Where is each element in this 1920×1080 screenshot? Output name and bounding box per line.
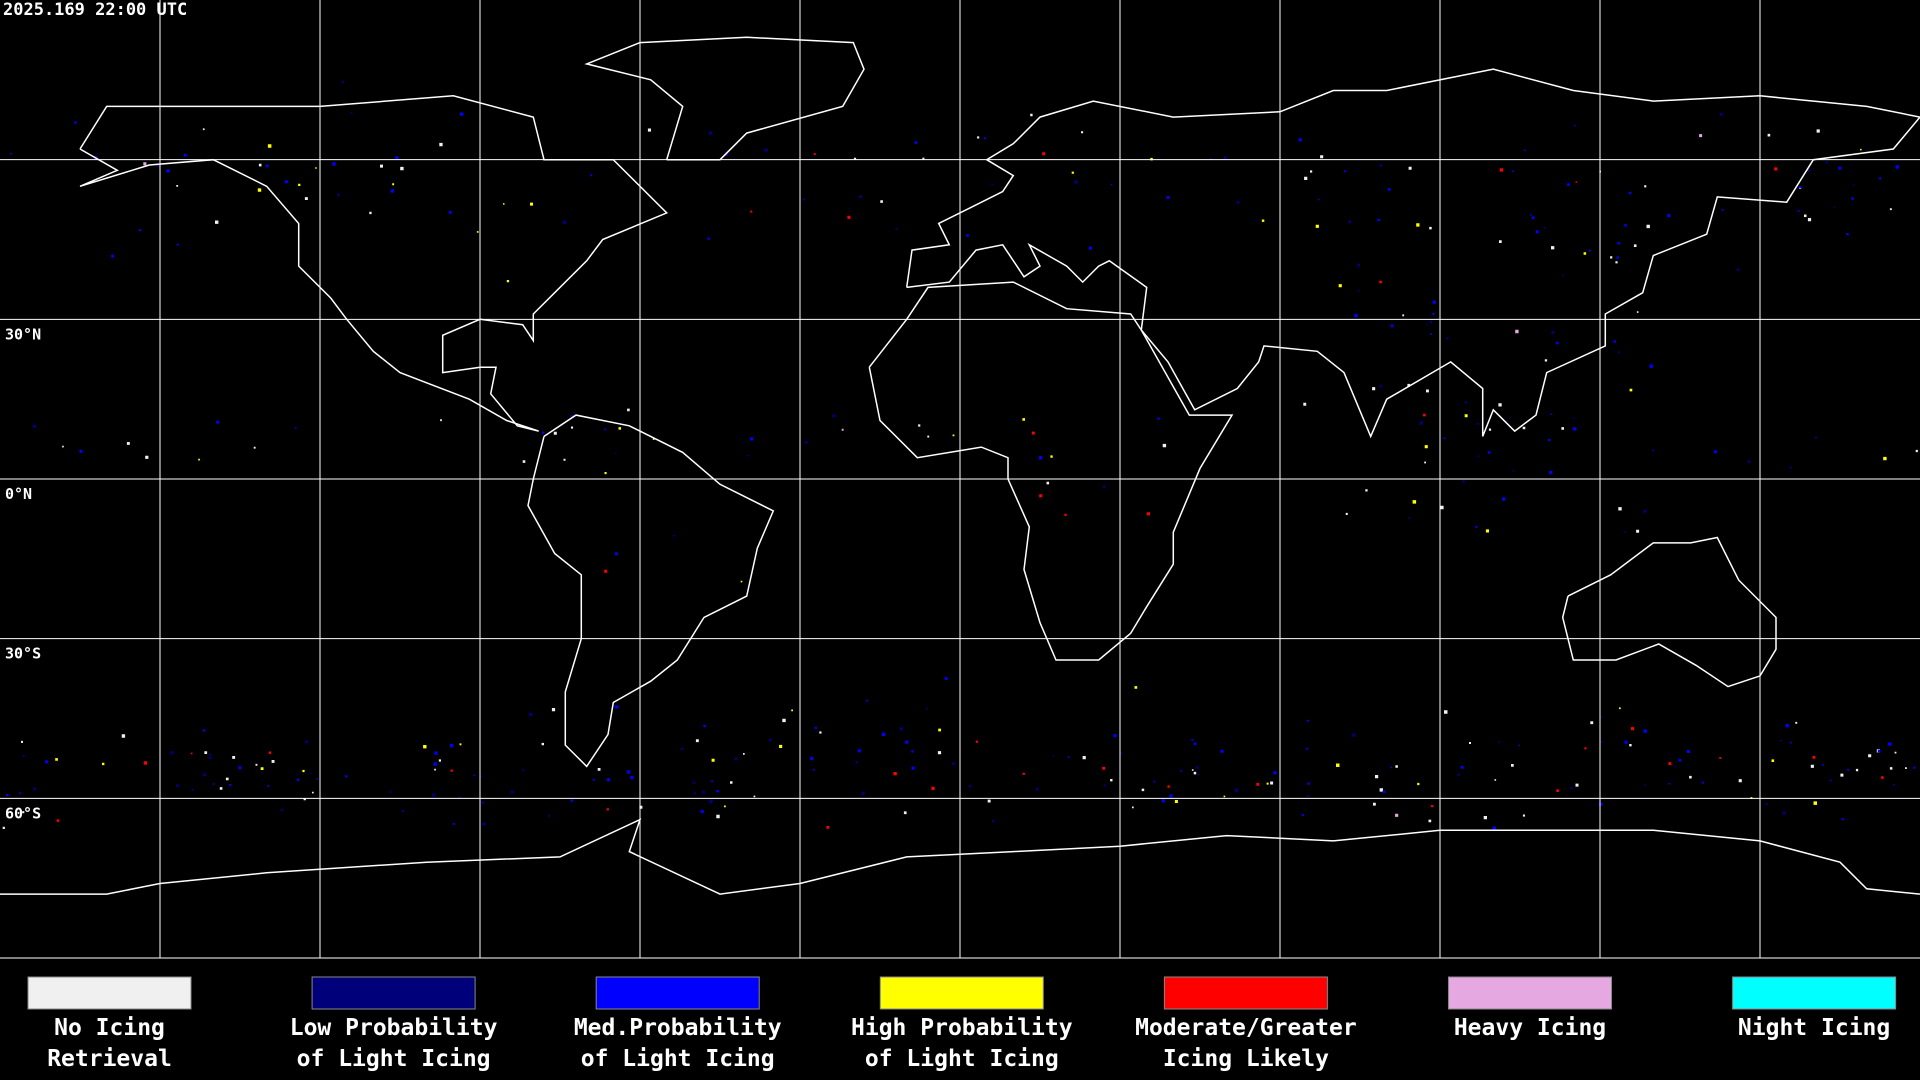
legend-label: of Light Icing	[297, 1046, 491, 1072]
legend: No Icing Retrieval Low Probability of Light…	[27, 976, 1897, 1072]
legend-label: Low Probability	[290, 1015, 498, 1041]
legend-label: No Icing	[54, 1015, 165, 1041]
coastline	[527, 414, 775, 768]
timestamp: 2025.169 22:00 UTC	[3, 0, 187, 20]
legend-swatch	[311, 976, 476, 1010]
legend-swatch	[1732, 976, 1897, 1010]
legend-label: Moderate/Greater	[1135, 1015, 1357, 1041]
legend-label: High Probability	[851, 1015, 1073, 1041]
legend-label: of Light Icing	[581, 1046, 775, 1072]
coastline	[905, 68, 1920, 439]
legend-label: Retrieval	[47, 1046, 172, 1072]
lat-label: 0°N	[5, 485, 32, 503]
lat-label: 30°N	[5, 325, 41, 343]
legend-swatch	[595, 976, 760, 1010]
graticule	[0, 0, 1920, 958]
legend-label: of Light Icing	[865, 1046, 1059, 1072]
legend-swatch	[27, 976, 192, 1010]
coastline	[868, 281, 1234, 661]
lat-label: 60°S	[5, 804, 41, 822]
legend-swatch	[1163, 976, 1328, 1010]
legend-label: Night Icing	[1738, 1015, 1890, 1041]
legend-swatch	[1448, 976, 1612, 1010]
legend-label: Med.Probability	[574, 1015, 782, 1041]
coastline	[1561, 536, 1777, 688]
lat-label: 30°S	[5, 645, 41, 663]
legend-label: Heavy Icing	[1454, 1015, 1606, 1041]
legend-label: Icing Likely	[1163, 1046, 1329, 1072]
legend-swatch	[879, 976, 1044, 1010]
